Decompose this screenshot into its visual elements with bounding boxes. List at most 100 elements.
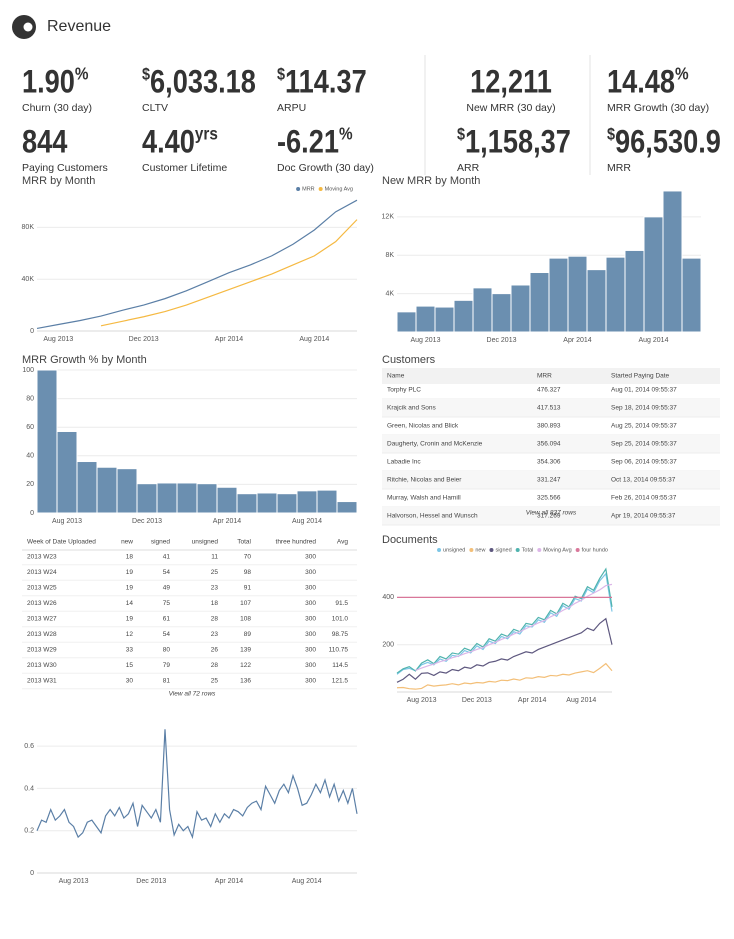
bar (396, 311, 417, 333)
kpi-prefix: $ (142, 65, 150, 83)
kpi-value: 12,211 (470, 64, 552, 100)
kpi-value: 844 (22, 124, 68, 160)
x-tick-label: Apr 2014 (215, 878, 244, 885)
table-header: Week of Date Uploaded (27, 539, 96, 546)
y-tick-label: 0.2 (24, 828, 34, 835)
table-cell: 331.247 (537, 477, 561, 484)
table-cell: 300 (305, 631, 316, 638)
x-tick-label: Aug 2013 (407, 697, 437, 704)
table-cell: Sep 18, 2014 09:55:37 (611, 405, 677, 412)
kpi-number: 1.90 (22, 64, 75, 100)
bar (296, 490, 318, 514)
table-cell: 18 (211, 600, 219, 607)
table-cell: 41 (163, 554, 171, 561)
table-header: Total (237, 539, 251, 546)
kpi-suffix: % (675, 64, 689, 84)
legend-label: Moving Avg (325, 186, 353, 192)
table-cell: 19 (126, 585, 134, 592)
bar (76, 461, 98, 514)
table-cell: 15 (126, 662, 134, 669)
table-header: Name (387, 373, 405, 380)
x-tick-label: Aug 2014 (566, 697, 596, 704)
table-cell: 2013 W31 (27, 678, 57, 685)
table-cell: 91.5 (335, 600, 348, 607)
kpi-prefix: $ (457, 125, 465, 143)
table-cell: 356.094 (537, 441, 561, 448)
kpi-suffix: % (339, 124, 353, 144)
kpi-prefix: $ (277, 65, 285, 83)
table-row-bg (382, 435, 720, 453)
kpi-suffix: yrs (195, 124, 218, 144)
y-tick-label: 400 (382, 594, 394, 601)
bar (624, 249, 645, 333)
table-cell: 33 (126, 647, 134, 654)
table-cell: 300 (305, 678, 316, 685)
table-cell: 108 (240, 616, 251, 623)
kpi-number: 844 (22, 124, 68, 160)
kpi-number: -6.21 (277, 124, 339, 160)
table-cell: 2013 W29 (27, 647, 57, 654)
table-cell: 30 (126, 678, 134, 685)
x-tick-label: Aug 2014 (292, 518, 322, 525)
table-header: Started Paying Date (611, 373, 670, 380)
table-cell: 98.75 (332, 631, 349, 638)
table-cell: 300 (305, 569, 316, 576)
series-line (396, 662, 613, 690)
kpi-label: New MRR (30 day) (466, 102, 555, 114)
kpi-label: Paying Customers (22, 162, 108, 174)
table-cell: 300 (305, 554, 316, 561)
y-tick-label: 0 (30, 328, 34, 335)
table-cell: 98 (244, 569, 252, 576)
table-header: MRR (537, 373, 552, 380)
bar (256, 492, 278, 514)
bar (316, 489, 338, 514)
table-cell: 12 (126, 631, 134, 638)
kpi-value-text: $1,158,37 (457, 124, 571, 160)
table-header-bg (382, 368, 720, 384)
table-cell: 26 (211, 647, 219, 654)
kpi-label: MRR Growth (30 day) (607, 102, 709, 114)
table-cell: Sep 06, 2014 09:55:37 (611, 459, 677, 466)
kpi-value-text: $96,530.9 (607, 124, 721, 160)
table-cell: 79 (163, 662, 171, 669)
table-cell: 28 (211, 662, 219, 669)
table-cell: Ritchie, Nicolas and Beier (387, 477, 462, 484)
bar (586, 269, 607, 333)
series-line (100, 219, 358, 327)
table-cell: Aug 01, 2014 09:55:37 (611, 387, 677, 394)
bar (643, 216, 664, 333)
kpi-value: 1.90% (22, 64, 89, 100)
bar (156, 482, 178, 514)
table-cell: 2013 W27 (27, 616, 57, 623)
chart-title: MRR by Month (22, 175, 95, 187)
bar (216, 486, 238, 514)
table-header-bg (22, 534, 357, 550)
table-cell: 107 (240, 600, 251, 607)
page-title: Revenue (47, 18, 111, 35)
table-cell: 19 (126, 569, 134, 576)
kpi-value: -6.21% (277, 124, 353, 160)
x-tick-label: Dec 2013 (487, 337, 517, 344)
bar (548, 257, 569, 333)
table-cell: 89 (244, 631, 252, 638)
bar (681, 257, 702, 333)
kpi-number: 6,033.18 (150, 64, 256, 100)
kpi-suffix: % (75, 64, 89, 84)
table-cell: Labadie Inc (387, 459, 421, 466)
table-cell: 476.327 (537, 387, 561, 394)
kpi-value-text: 12,211 (470, 64, 552, 100)
x-tick-label: Aug 2014 (292, 878, 322, 885)
x-tick-label: Apr 2014 (518, 697, 547, 704)
table-cell: Aug 25, 2014 09:55:37 (611, 423, 677, 430)
bar (605, 256, 626, 333)
x-tick-label: Dec 2013 (462, 697, 492, 704)
y-tick-label: 40K (22, 276, 35, 283)
table-cell: 54 (163, 569, 171, 576)
table-cell: 139 (240, 647, 251, 654)
table-cell: 25 (211, 678, 219, 685)
table-header: three hundred (276, 539, 317, 546)
bar (567, 255, 588, 333)
table-cell: 61 (163, 616, 171, 623)
table-cell: Apr 19, 2014 09:55:37 (611, 513, 676, 520)
